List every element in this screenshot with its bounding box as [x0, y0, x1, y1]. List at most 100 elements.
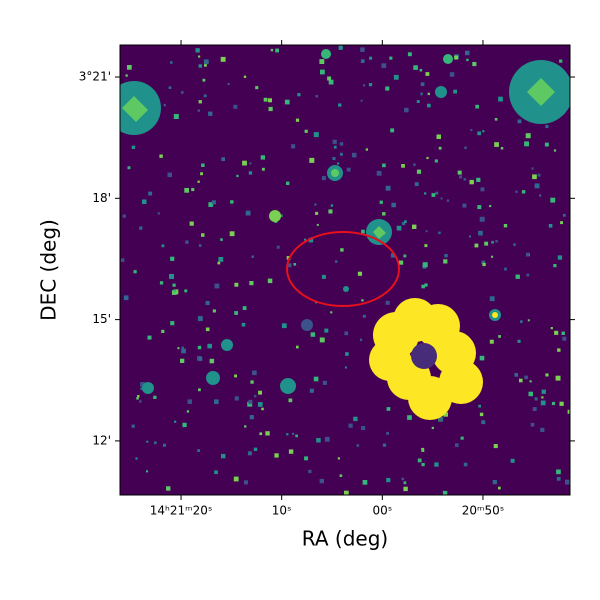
faint-source — [424, 283, 428, 287]
faint-source — [274, 453, 279, 458]
faint-source — [489, 205, 492, 208]
faint-source — [280, 214, 283, 218]
faint-source — [376, 170, 382, 176]
faint-source — [421, 463, 425, 467]
faint-source — [556, 476, 561, 481]
faint-source — [567, 409, 570, 414]
faint-source — [197, 316, 203, 321]
faint-source — [153, 395, 157, 399]
faint-source — [495, 239, 498, 243]
faint-source — [417, 458, 422, 463]
faint-source — [220, 56, 226, 62]
x-tick-label: 20ᵐ50ˢ — [462, 504, 505, 518]
faint-source — [528, 391, 533, 397]
faint-source — [548, 224, 553, 228]
faint-source — [362, 480, 368, 485]
faint-source — [221, 157, 225, 161]
faint-source — [217, 261, 221, 265]
faint-source — [476, 177, 481, 182]
faint-source — [309, 388, 314, 393]
faint-source — [478, 230, 483, 236]
faint-source — [562, 213, 566, 217]
faint-source — [530, 422, 535, 427]
faint-source — [443, 259, 448, 264]
faint-source — [137, 395, 140, 398]
faint-source — [391, 202, 396, 208]
faint-source — [181, 348, 186, 354]
faint-source — [348, 423, 353, 428]
faint-source — [479, 355, 485, 361]
faint-source — [438, 146, 442, 150]
faint-source — [159, 154, 163, 158]
faint-source — [335, 260, 338, 263]
faint-source — [436, 134, 441, 139]
sky-image — [120, 45, 570, 495]
faint-source — [172, 283, 176, 287]
faint-source — [353, 416, 358, 422]
faint-source — [446, 199, 450, 202]
faint-source — [469, 179, 474, 185]
faint-source — [316, 438, 321, 443]
faint-source — [286, 433, 289, 436]
source-core — [331, 169, 339, 177]
faint-source — [463, 178, 467, 181]
faint-source — [403, 486, 408, 492]
faint-source — [513, 243, 516, 246]
faint-source — [173, 114, 179, 119]
faint-source — [321, 176, 326, 181]
faint-source — [286, 181, 290, 185]
faint-source — [313, 132, 319, 138]
faint-source — [389, 56, 393, 60]
faint-source — [519, 378, 523, 383]
faint-source — [479, 412, 484, 417]
faint-source — [260, 155, 265, 160]
faint-source — [227, 82, 230, 86]
faint-source — [184, 289, 188, 293]
faint-source — [351, 152, 357, 158]
faint-source — [493, 444, 498, 449]
faint-source — [557, 255, 563, 260]
faint-source — [257, 402, 263, 407]
faint-source — [170, 321, 175, 326]
faint-source — [304, 129, 308, 133]
faint-source — [365, 148, 368, 151]
faint-source — [184, 188, 189, 193]
faint-source — [381, 63, 387, 69]
faint-source — [416, 169, 422, 174]
faint-source — [197, 449, 201, 452]
source-core — [527, 78, 555, 106]
faint-source — [420, 82, 425, 86]
faint-source — [554, 330, 559, 335]
faint-source — [244, 425, 247, 428]
faint-source — [489, 339, 494, 344]
y-tick-label: 18' — [92, 191, 111, 205]
faint-source — [482, 130, 485, 133]
faint-source — [174, 420, 177, 423]
faint-source — [148, 191, 153, 196]
faint-source — [420, 92, 423, 96]
faint-source — [346, 167, 351, 172]
faint-source — [197, 180, 200, 183]
faint-source — [181, 346, 184, 349]
faint-source — [382, 212, 386, 216]
faint-source — [177, 347, 180, 350]
faint-source — [345, 352, 349, 356]
faint-source — [555, 375, 561, 381]
faint-source — [163, 103, 166, 107]
y-tick-label: 3°21' — [79, 70, 111, 84]
faint-source — [491, 255, 494, 258]
faint-source — [198, 244, 202, 247]
faint-source — [200, 172, 203, 176]
faint-source — [404, 220, 407, 224]
faint-source — [561, 331, 565, 335]
faint-source — [534, 397, 538, 401]
faint-source — [242, 306, 247, 310]
faint-source — [328, 209, 333, 214]
faint-source — [162, 443, 166, 447]
faint-source — [313, 376, 319, 382]
y-tick-label: 12' — [92, 433, 111, 447]
faint-source — [250, 380, 254, 384]
faint-source — [247, 451, 252, 456]
faint-source — [470, 129, 473, 132]
faint-source — [382, 163, 386, 168]
